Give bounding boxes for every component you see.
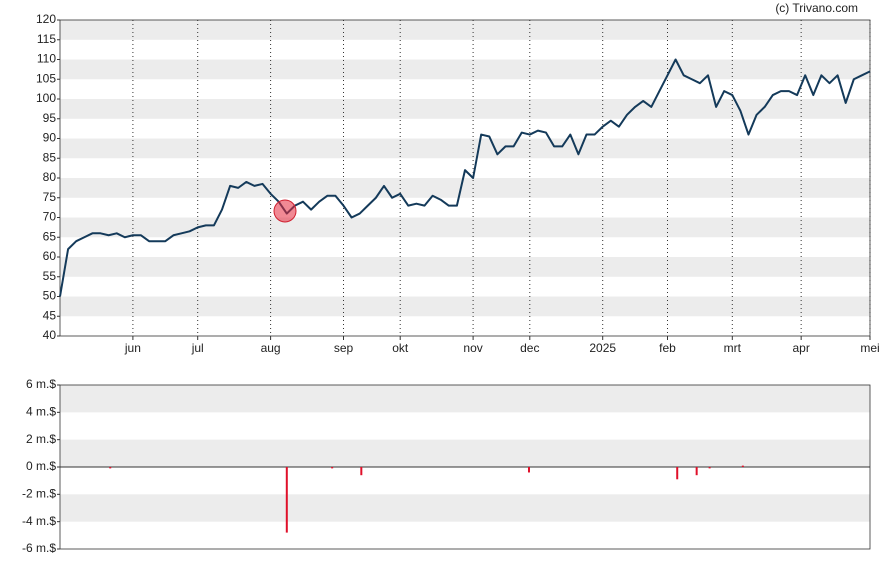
y-tick-label: 55 xyxy=(43,269,57,283)
price-line xyxy=(59,58,871,297)
y-tick-label: 75 xyxy=(43,190,57,204)
y-tick-label: 110 xyxy=(37,52,56,66)
x-tick-label: feb xyxy=(659,341,676,355)
x-tick-label: apr xyxy=(792,341,809,355)
x-tick-label: okt xyxy=(392,341,409,355)
y-tick-label: 120 xyxy=(36,12,56,26)
y-tick-label: 50 xyxy=(43,289,57,303)
highlight xyxy=(273,199,297,223)
band xyxy=(60,494,870,522)
band xyxy=(60,178,870,198)
bar xyxy=(285,467,288,533)
x-tick-label: nov xyxy=(463,341,482,355)
bar xyxy=(708,467,711,469)
y-tick-label: 40 xyxy=(43,328,57,342)
y-tick-label: 105 xyxy=(36,71,56,85)
x-tick-label: mei xyxy=(860,341,879,355)
plot-frame xyxy=(59,19,871,337)
x-tick-label: jul xyxy=(191,341,204,355)
x-tick-label: aug xyxy=(261,341,281,355)
bar xyxy=(527,467,530,473)
band xyxy=(60,385,870,413)
y-tick-label: 6 m.$ xyxy=(26,377,56,391)
bar xyxy=(360,467,363,476)
bar xyxy=(695,467,698,476)
x-tick-label: jun xyxy=(124,341,141,355)
band xyxy=(60,257,870,277)
y-tick-label: 85 xyxy=(43,150,57,164)
y-tick-label: 90 xyxy=(43,131,57,145)
band xyxy=(60,439,870,467)
y-tick-label: 0 m.$ xyxy=(26,459,56,473)
y-tick-label: 95 xyxy=(43,111,57,125)
band xyxy=(60,296,870,317)
y-tick-label: 65 xyxy=(43,229,57,243)
y-tick-label: 80 xyxy=(43,170,57,184)
y-tick-label: 4 m.$ xyxy=(26,405,56,419)
bar xyxy=(331,467,334,469)
band xyxy=(60,99,870,119)
bar xyxy=(109,467,112,469)
band xyxy=(60,20,870,40)
credit: (c) Trivano.com xyxy=(775,1,858,15)
y-tick-label: 2 m.$ xyxy=(26,432,56,446)
y-tick-label: 45 xyxy=(43,308,57,322)
y-tick-label: 100 xyxy=(36,91,56,105)
band xyxy=(60,59,870,80)
y-tick-label: 70 xyxy=(43,210,57,224)
y-tick-label: -6 m.$ xyxy=(22,541,56,555)
y-tick-label: 115 xyxy=(37,32,56,46)
x-tick-label: dec xyxy=(520,341,539,355)
x-tick-label: sep xyxy=(334,341,354,355)
y-tick-label: -4 m.$ xyxy=(22,514,56,528)
x-tick-label: 2025 xyxy=(589,341,616,355)
band xyxy=(60,138,870,159)
y-tick-label: -2 m.$ xyxy=(22,487,56,501)
x-tick-label: mrt xyxy=(724,341,742,355)
bar xyxy=(741,465,744,467)
bar xyxy=(676,467,679,480)
y-tick-label: 60 xyxy=(43,249,57,263)
